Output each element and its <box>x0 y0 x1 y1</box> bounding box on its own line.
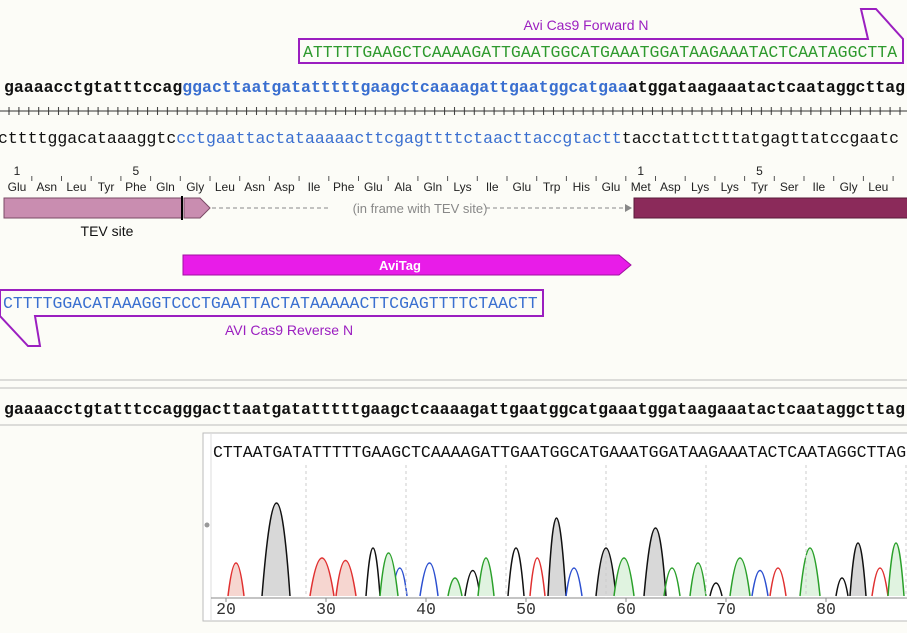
seq-segment: ggacttaatgatatttttgaagctcaaaagattgaatggc… <box>182 78 628 97</box>
trace-sequence: CTTAATGATATTTTTGAAGCTCAAAAGATTGAATGGCATG… <box>213 443 906 462</box>
amino-acid: Trp <box>543 180 561 194</box>
amino-acid: Asp <box>274 180 295 194</box>
trace-ticks: 20 30 40 50 60 70 80 <box>216 465 907 619</box>
trace-tick-label: 50 <box>516 600 536 619</box>
seq-segment: cctgaattactataaaaacttcgagttttctaacttaccg… <box>176 129 622 148</box>
frame-note: (in frame with TEV site) <box>353 201 488 216</box>
amino-acid: Ile <box>813 180 826 194</box>
primer-sequence: ATTTTTGAAGCTCAAAAGATTGAATGGCATGAAATGGATA… <box>303 43 897 62</box>
tev-feature <box>3 197 183 219</box>
amino-acid: His <box>573 180 590 194</box>
amino-acid: Lys <box>453 180 471 194</box>
amino-acid: Phe <box>125 180 147 194</box>
amino-acid: Ala <box>394 180 412 194</box>
trace-tick-label: 20 <box>216 600 236 619</box>
position-number: 5 <box>132 164 139 178</box>
amino-acid: Tyr <box>98 180 115 194</box>
seq-segment: gaaaacctgtatttccag <box>4 78 182 97</box>
seq-segment: tacctattctttatgagttatccgaatc <box>622 129 899 148</box>
amino-acid: Glu <box>364 180 383 194</box>
primer-box <box>0 289 544 347</box>
trace-tick-label: 40 <box>416 600 436 619</box>
amino-acid: Lys <box>721 180 739 194</box>
avitag-feature <box>182 254 632 276</box>
position-number: 1 <box>14 164 21 178</box>
cas9-feature <box>633 197 907 219</box>
seq-segment: cttttggacataaaggtc <box>0 129 176 148</box>
bottom-strand: cttttggacataaaggtccctgaattactataaaaacttc… <box>0 129 899 148</box>
primer-label: AVI Cas9 Reverse N <box>225 322 353 338</box>
ruler-ticks <box>0 104 907 118</box>
amino-acid: Ile <box>486 180 499 194</box>
tev-arrow <box>183 197 211 219</box>
trace-tick-label: 60 <box>616 600 636 619</box>
amino-acid: Ser <box>780 180 799 194</box>
amino-acid: Asp <box>660 180 681 194</box>
trace-tick-label: 80 <box>816 600 836 619</box>
seq-segment: atggataagaaatactcaataggcttag <box>628 78 905 97</box>
trace-tick-label: 70 <box>716 600 736 619</box>
amino-acid: Gln <box>156 180 175 194</box>
amino-acid: Gln <box>423 180 442 194</box>
translation: Glu Asn Leu Tyr Phe Gln Gly Leu Asn Asp Ile Phe Glu A… <box>8 164 894 194</box>
amino-acid: Asn <box>36 180 57 194</box>
feature-label: TEV site <box>81 223 134 239</box>
consensus: gaaaacctgtatttccagggacttaatgatatttttgaag… <box>4 400 905 419</box>
amino-acid: Gly <box>186 180 204 194</box>
amino-acid: Glu <box>8 180 27 194</box>
feature-label: AviTag <box>379 258 421 273</box>
trace-tick-label: 30 <box>316 600 336 619</box>
trace-peaks <box>227 502 905 597</box>
amino-acid: Gly <box>840 180 858 194</box>
trace-handle <box>204 522 210 528</box>
primer-label: Avi Cas9 Forward N <box>523 17 648 33</box>
amino-acid: Leu <box>66 180 86 194</box>
amino-acid: Glu <box>513 180 532 194</box>
amino-acid: Asn <box>244 180 265 194</box>
amino-acid: Leu <box>215 180 235 194</box>
position-number: 1 <box>637 164 644 178</box>
amino-acid: Ile <box>308 180 321 194</box>
primer-sequence: CTTTTGGACATAAAGGTCCCTGAATTACTATAAAAACTTC… <box>3 294 538 313</box>
amino-acid: Lys <box>691 180 709 194</box>
amino-acid: Phe <box>333 180 355 194</box>
primer-box <box>298 8 904 64</box>
amino-acid: Tyr <box>751 180 768 194</box>
frame-arrow <box>625 204 632 212</box>
top-strand: gaaaacctgtatttccagggacttaatgatatttttgaag… <box>4 78 905 97</box>
position-number: 5 <box>756 164 763 178</box>
amino-acid: Leu <box>868 180 888 194</box>
amino-acid: Met <box>631 180 652 194</box>
amino-acid: Glu <box>602 180 621 194</box>
